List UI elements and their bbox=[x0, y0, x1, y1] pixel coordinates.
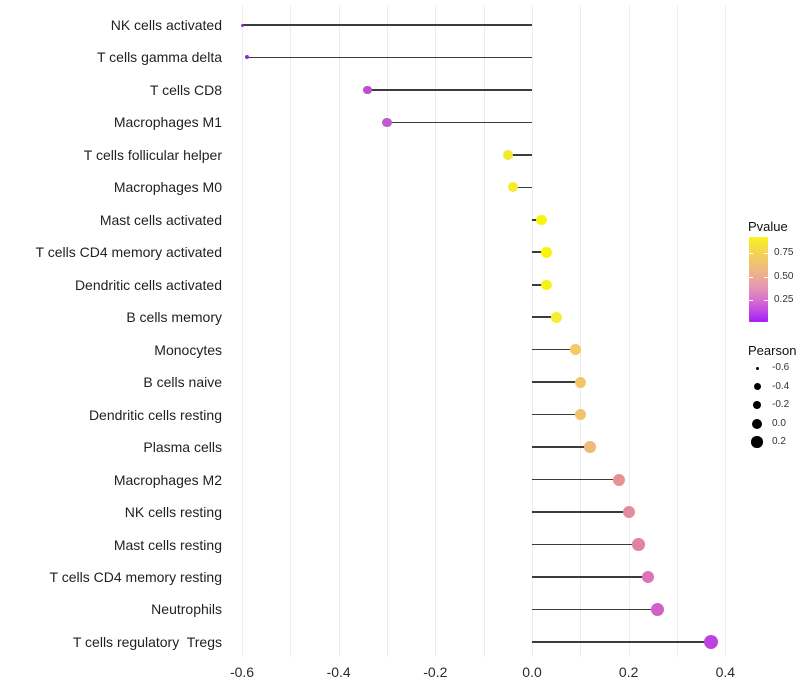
lollipop-stem bbox=[532, 478, 619, 481]
lollipop-stem bbox=[532, 413, 581, 416]
y-axis-label: B cells memory bbox=[126, 309, 222, 326]
x-axis-tick-label: 0.0 bbox=[522, 664, 542, 680]
lollipop-stem bbox=[532, 316, 557, 319]
lollipop-dot bbox=[244, 55, 249, 60]
gridline bbox=[435, 6, 437, 657]
pvalue-colorbar bbox=[749, 237, 768, 322]
pvalue-colorbar-tick bbox=[749, 299, 753, 301]
gridline bbox=[532, 6, 533, 657]
lollipop-dot bbox=[651, 602, 665, 616]
y-axis-label: Mast cells resting bbox=[113, 536, 222, 553]
y-axis-label: T cells gamma delta bbox=[96, 49, 222, 66]
pearson-legend-title: Pearson bbox=[748, 343, 797, 358]
pvalue-colorbar-tick bbox=[764, 299, 768, 301]
x-axis-tick-label: 0.2 bbox=[618, 664, 639, 680]
pearson-legend-dot bbox=[752, 400, 762, 410]
x-axis-tick-label: -0.6 bbox=[229, 664, 255, 680]
y-axis-label: Dendritic cells activated bbox=[74, 276, 222, 293]
lollipop-stem bbox=[387, 121, 532, 124]
y-axis-label: T cells CD8 bbox=[149, 81, 222, 98]
lollipop-stem bbox=[532, 543, 639, 546]
gridline bbox=[580, 6, 582, 657]
lollipop-stem bbox=[532, 251, 547, 254]
pearson-legend-dot bbox=[755, 366, 759, 370]
lollipop-stem bbox=[532, 576, 648, 578]
lollipop-stem bbox=[532, 348, 576, 351]
lollipop-dot bbox=[363, 85, 372, 95]
y-axis-label: Monocytes bbox=[154, 341, 222, 358]
lollipop-dot bbox=[502, 149, 513, 160]
lollipop-dot bbox=[507, 182, 518, 193]
y-axis-label: NK cells resting bbox=[124, 504, 222, 521]
pearson-legend-label: 0.2 bbox=[772, 436, 786, 447]
lollipop-stem bbox=[532, 283, 547, 286]
lollipop-stem bbox=[532, 511, 629, 513]
lollipop-dot bbox=[240, 23, 244, 27]
pearson-legend-label: 0.0 bbox=[772, 417, 786, 429]
lollipop-stem bbox=[532, 381, 581, 383]
y-axis-label: Plasma cells bbox=[143, 439, 222, 456]
pvalue-colorbar-label: 0.50 bbox=[774, 270, 794, 282]
lollipop-dot bbox=[584, 441, 596, 453]
lollipop-dot bbox=[550, 311, 562, 323]
x-axis-tick-label: -0.4 bbox=[326, 664, 351, 680]
y-axis-label: T cells follicular helper bbox=[83, 146, 222, 163]
lollipop-dot bbox=[536, 214, 547, 226]
pvalue-legend-title: Pvalue bbox=[748, 219, 788, 234]
gridline bbox=[290, 6, 292, 657]
lollipop-stem bbox=[532, 608, 658, 611]
gridline bbox=[628, 6, 630, 657]
y-axis-label: Dendritic cells resting bbox=[88, 406, 222, 423]
lollipop-dot bbox=[382, 117, 392, 128]
gridline bbox=[676, 6, 678, 657]
pvalue-colorbar-label: 0.75 bbox=[774, 247, 794, 259]
y-axis-label: B cells naive bbox=[143, 374, 222, 391]
lollipop-stem bbox=[367, 89, 532, 91]
lollipop-dot bbox=[632, 538, 645, 551]
pvalue-colorbar-tick bbox=[749, 253, 753, 255]
pearson-legend-dot bbox=[753, 383, 761, 390]
pvalue-colorbar-tick bbox=[764, 276, 768, 278]
lollipop-stem bbox=[532, 641, 711, 643]
lollipop-dot bbox=[541, 247, 552, 258]
gridline bbox=[483, 6, 485, 657]
y-axis-label: Macrophages M2 bbox=[113, 471, 222, 488]
y-axis-label: Macrophages M1 bbox=[113, 114, 222, 131]
lollipop-stem bbox=[512, 186, 532, 189]
x-axis-tick-label: -0.2 bbox=[423, 664, 448, 680]
lollipop-stem bbox=[532, 446, 590, 448]
y-axis-label: NK cells activated bbox=[110, 17, 222, 33]
y-axis-label: Macrophages M0 bbox=[113, 179, 222, 196]
lollipop-stem bbox=[507, 154, 532, 156]
y-axis-label: Neutrophils bbox=[151, 601, 222, 618]
lollipop-dot bbox=[569, 344, 581, 356]
y-axis-label: T cells CD4 memory resting bbox=[49, 568, 222, 585]
pvalue-colorbar-tick bbox=[764, 253, 768, 255]
lollipop-dot bbox=[574, 408, 587, 421]
lollipop-stem bbox=[242, 24, 532, 26]
pearson-legend-label: -0.4 bbox=[772, 380, 790, 392]
lollipop-dot bbox=[612, 473, 625, 486]
lollipop-dot bbox=[574, 376, 586, 388]
pearson-legend-dot bbox=[752, 418, 762, 429]
x-axis-tick-label: 0.4 bbox=[715, 664, 736, 680]
lollipop-dot bbox=[622, 505, 635, 519]
gridline bbox=[338, 6, 340, 657]
pvalue-colorbar-label: 0.25 bbox=[774, 293, 794, 305]
gridline bbox=[725, 6, 727, 657]
lollipop-stem bbox=[246, 56, 532, 59]
y-axis-label: Mast cells activated bbox=[99, 211, 222, 228]
pearson-legend-label: -0.2 bbox=[772, 399, 790, 410]
lollipop-dot bbox=[541, 279, 552, 290]
pvalue-colorbar-tick bbox=[749, 276, 753, 278]
gridline bbox=[242, 6, 243, 657]
pearson-legend-label: -0.6 bbox=[772, 362, 790, 373]
gridline bbox=[387, 6, 388, 657]
pearson-legend-dot bbox=[751, 436, 763, 448]
y-axis-label: T cells regulatory Tregs bbox=[72, 633, 222, 650]
y-axis-label: T cells CD4 memory activated bbox=[35, 244, 222, 261]
lollipop-dot bbox=[641, 570, 655, 584]
lollipop-dot bbox=[703, 634, 718, 649]
